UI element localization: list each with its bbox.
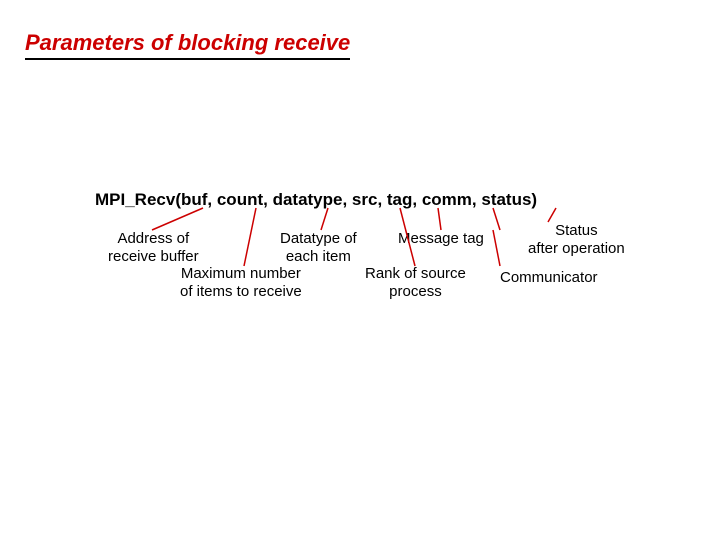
connector-lines bbox=[0, 0, 720, 540]
param-label-line1: Datatype of bbox=[280, 230, 357, 248]
param-label-line2: receive buffer bbox=[108, 248, 199, 266]
param-label-line2: of items to receive bbox=[180, 283, 302, 301]
param-label-tag: Message tag bbox=[398, 230, 484, 248]
param-label-buf: Address ofreceive buffer bbox=[108, 230, 199, 266]
param-label-line2: each item bbox=[280, 248, 357, 266]
param-label-comm: Communicator bbox=[500, 269, 598, 287]
param-label-status: Statusafter operation bbox=[528, 222, 625, 258]
slide-title: Parameters of blocking receive bbox=[25, 30, 350, 60]
param-label-line1: Status bbox=[528, 222, 625, 240]
param-label-src: Rank of sourceprocess bbox=[365, 265, 466, 301]
param-label-line1: Maximum number bbox=[180, 265, 302, 283]
param-label-line2: process bbox=[365, 283, 466, 301]
param-label-line2: after operation bbox=[528, 240, 625, 258]
param-label-count: Maximum numberof items to receive bbox=[180, 265, 302, 301]
param-label-line1: Communicator bbox=[500, 269, 598, 287]
param-label-line1: Message tag bbox=[398, 230, 484, 248]
param-label-datatype: Datatype ofeach item bbox=[280, 230, 357, 266]
param-label-line1: Rank of source bbox=[365, 265, 466, 283]
function-signature: MPI_Recv(buf, count, datatype, src, tag,… bbox=[95, 190, 537, 210]
param-label-line1: Address of bbox=[108, 230, 199, 248]
